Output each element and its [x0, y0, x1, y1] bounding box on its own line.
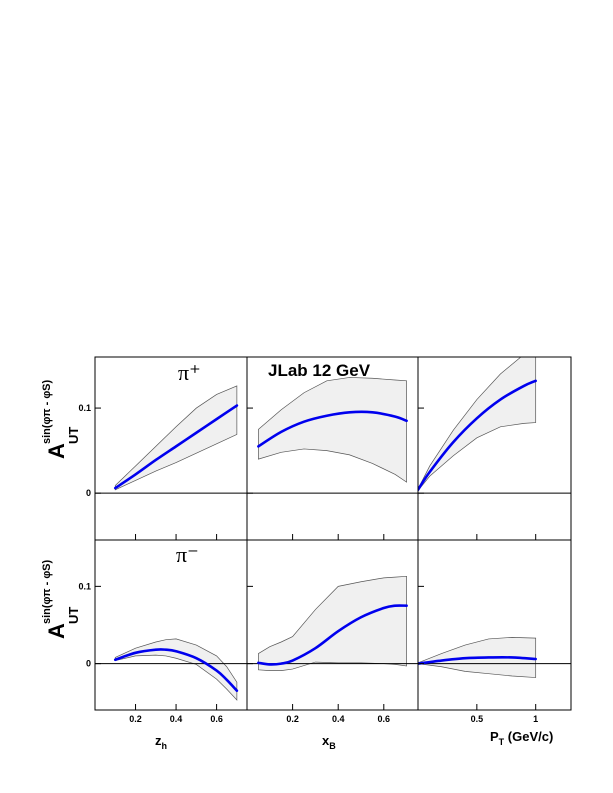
x-tick-label: 0.5	[471, 714, 484, 724]
error-band	[114, 385, 238, 491]
model-curve	[418, 379, 537, 492]
panel-1-2	[418, 637, 571, 678]
panel-label: π⁻	[176, 542, 199, 567]
model-curve	[113, 648, 239, 692]
y-axis-title: AUT sin(φπ - φS)	[41, 379, 81, 459]
panel-label: π⁺	[178, 360, 201, 385]
annotation-experiment: JLab 12 GeV	[268, 361, 371, 380]
frame-layer	[94, 356, 572, 711]
x-tick-label: 0.6	[210, 714, 223, 724]
x-tick-label: 0.4	[332, 714, 345, 724]
error-band	[258, 575, 407, 671]
y-title-sub: UT	[66, 607, 81, 624]
x-tick-label: 1	[533, 714, 538, 724]
y-axis-title: AUT sin(φπ - φS)	[41, 559, 81, 639]
y-title-main: A	[44, 443, 69, 459]
panel-0-1	[247, 377, 418, 494]
model-curve	[257, 410, 408, 448]
x-tick-label: 0.6	[378, 714, 391, 724]
x-tick-label: 0.2	[286, 714, 299, 724]
labels-layer: JLab 12 GeV 0 0.1 0 0.1 0.2 0.4 0.6 0.2 0.4 0.6 0.…	[41, 360, 553, 751]
y-title-main: A	[44, 623, 69, 639]
x-axis-title: zh	[155, 733, 167, 751]
y-tick-label: 0	[86, 659, 91, 669]
panel-1-1	[247, 575, 418, 671]
panel-1-0	[95, 638, 247, 701]
x-tick-label: 0.4	[170, 714, 183, 724]
y-tick-label: 0.1	[78, 581, 91, 591]
y-tick-label: 0	[86, 488, 91, 498]
model-curve	[257, 604, 408, 666]
x-tick-label: 0.2	[129, 714, 142, 724]
x-axis-title: xB	[322, 733, 336, 751]
y-title-sup: sin(φπ - φS)	[41, 379, 53, 444]
model-curve	[418, 656, 537, 665]
panel-0-0	[95, 385, 247, 494]
model-curve	[113, 404, 239, 490]
error-band	[114, 638, 238, 701]
y-tick-label: 0.1	[78, 403, 91, 413]
error-band	[418, 357, 537, 492]
panels-layer	[95, 357, 571, 701]
error-band	[258, 377, 407, 483]
panel-frame	[417, 539, 572, 711]
x-axis-title: PT (GeV/c)	[490, 729, 553, 747]
y-title-sup: sin(φπ - φS)	[41, 559, 53, 624]
y-title-sub: UT	[66, 427, 81, 444]
panel-0-2	[418, 357, 571, 494]
